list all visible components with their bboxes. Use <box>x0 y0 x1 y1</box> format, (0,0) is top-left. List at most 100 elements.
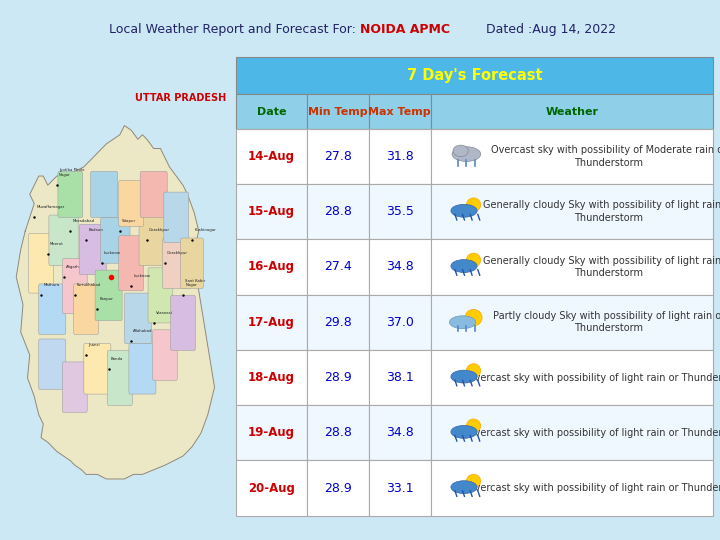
Bar <box>236 295 307 350</box>
FancyBboxPatch shape <box>181 238 203 288</box>
FancyBboxPatch shape <box>91 172 117 217</box>
Text: Moradabad: Moradabad <box>73 219 94 223</box>
FancyBboxPatch shape <box>107 350 132 406</box>
Text: 37.0: 37.0 <box>386 316 413 329</box>
Ellipse shape <box>451 204 477 217</box>
FancyBboxPatch shape <box>153 330 177 380</box>
Text: Gorakhpur: Gorakhpur <box>149 228 170 232</box>
Bar <box>236 239 307 295</box>
Bar <box>431 94 713 129</box>
Text: Sant Kabir
Nagar: Sant Kabir Nagar <box>185 279 205 287</box>
FancyBboxPatch shape <box>119 180 143 226</box>
Bar <box>236 94 307 129</box>
Polygon shape <box>17 126 215 479</box>
Text: Muzaffarnagar: Muzaffarnagar <box>37 205 65 209</box>
Text: 16-Aug: 16-Aug <box>248 260 295 273</box>
FancyBboxPatch shape <box>29 233 53 293</box>
Ellipse shape <box>452 147 481 161</box>
Text: 14-Aug: 14-Aug <box>248 150 295 163</box>
FancyBboxPatch shape <box>63 362 87 413</box>
Bar <box>431 129 713 184</box>
Circle shape <box>467 419 481 433</box>
FancyBboxPatch shape <box>171 295 195 350</box>
Text: UTTAR PRADESH: UTTAR PRADESH <box>135 93 226 103</box>
Text: Date: Date <box>257 106 286 117</box>
Bar <box>369 239 431 295</box>
Text: 28.8: 28.8 <box>324 426 351 439</box>
Bar <box>307 405 369 461</box>
Text: Overcast sky with possibility of Moderate rain or
Thunderstorm: Overcast sky with possibility of Moderat… <box>490 145 720 167</box>
Text: 27.8: 27.8 <box>324 150 351 163</box>
Text: 18-Aug: 18-Aug <box>248 371 295 384</box>
Bar <box>236 129 307 184</box>
Text: Overcast sky with possibility of light rain or Thunderstorm: Overcast sky with possibility of light r… <box>467 428 720 438</box>
Bar <box>369 94 431 129</box>
FancyBboxPatch shape <box>148 268 173 323</box>
Text: Allahabad: Allahabad <box>133 329 153 333</box>
Text: 35.5: 35.5 <box>386 205 413 218</box>
Text: Kanpur: Kanpur <box>99 297 114 301</box>
FancyBboxPatch shape <box>164 192 189 242</box>
Circle shape <box>465 309 482 326</box>
Text: Generally cloudy Sky with possibility of light rain or
Thunderstorm: Generally cloudy Sky with possibility of… <box>483 200 720 223</box>
Text: Overcast sky with possibility of light rain or Thunderstorm: Overcast sky with possibility of light r… <box>467 373 720 382</box>
Text: Farrukhabad: Farrukhabad <box>77 283 102 287</box>
Bar <box>307 239 369 295</box>
Ellipse shape <box>453 145 468 157</box>
FancyBboxPatch shape <box>95 270 122 321</box>
FancyBboxPatch shape <box>49 215 78 266</box>
Bar <box>236 350 307 405</box>
FancyBboxPatch shape <box>163 238 190 288</box>
Ellipse shape <box>451 260 477 273</box>
Text: Min Temp: Min Temp <box>308 106 367 117</box>
FancyBboxPatch shape <box>84 343 111 394</box>
Bar <box>307 350 369 405</box>
Bar <box>431 350 713 405</box>
Text: 7 Day's Forecast: 7 Day's Forecast <box>407 68 542 83</box>
Text: Kushinagar: Kushinagar <box>194 228 216 232</box>
FancyBboxPatch shape <box>73 284 99 334</box>
Text: 34.8: 34.8 <box>386 426 413 439</box>
Text: Aligarh: Aligarh <box>66 265 79 269</box>
FancyBboxPatch shape <box>139 215 168 266</box>
Bar <box>236 184 307 239</box>
FancyBboxPatch shape <box>101 217 130 264</box>
Text: Local Weather Report and Forecast For:: Local Weather Report and Forecast For: <box>109 23 360 36</box>
Bar <box>369 461 431 516</box>
FancyBboxPatch shape <box>125 293 151 343</box>
Circle shape <box>467 253 481 267</box>
FancyBboxPatch shape <box>58 172 83 217</box>
Bar <box>307 94 369 129</box>
Text: 27.4: 27.4 <box>324 260 351 273</box>
Bar <box>369 350 431 405</box>
FancyBboxPatch shape <box>39 284 66 334</box>
FancyBboxPatch shape <box>140 172 167 217</box>
Bar <box>431 461 713 516</box>
Bar <box>307 295 369 350</box>
Text: Banda: Banda <box>111 356 123 361</box>
Text: Varanasi: Varanasi <box>156 310 173 315</box>
Bar <box>236 405 307 461</box>
FancyBboxPatch shape <box>119 235 143 291</box>
Bar <box>307 129 369 184</box>
Text: Dated :Aug 14, 2022: Dated :Aug 14, 2022 <box>474 23 616 36</box>
FancyBboxPatch shape <box>63 259 87 314</box>
Circle shape <box>467 364 481 377</box>
Bar <box>236 57 713 94</box>
Text: 17-Aug: 17-Aug <box>248 316 295 329</box>
Text: Max Temp: Max Temp <box>369 106 431 117</box>
Text: Weather: Weather <box>545 106 598 117</box>
Ellipse shape <box>451 426 477 438</box>
Bar <box>431 295 713 350</box>
Text: Partly cloudy Sky with possibility of light rain or
Thunderstorm: Partly cloudy Sky with possibility of li… <box>492 311 720 333</box>
Text: 33.1: 33.1 <box>386 482 413 495</box>
Bar <box>431 184 713 239</box>
Bar <box>369 405 431 461</box>
Text: 19-Aug: 19-Aug <box>248 426 295 439</box>
Text: Gorakhpur: Gorakhpur <box>167 251 188 255</box>
Ellipse shape <box>451 481 477 494</box>
FancyBboxPatch shape <box>129 343 156 394</box>
FancyBboxPatch shape <box>39 339 66 389</box>
Text: 34.8: 34.8 <box>386 260 413 273</box>
Text: Meerut: Meerut <box>50 242 64 246</box>
